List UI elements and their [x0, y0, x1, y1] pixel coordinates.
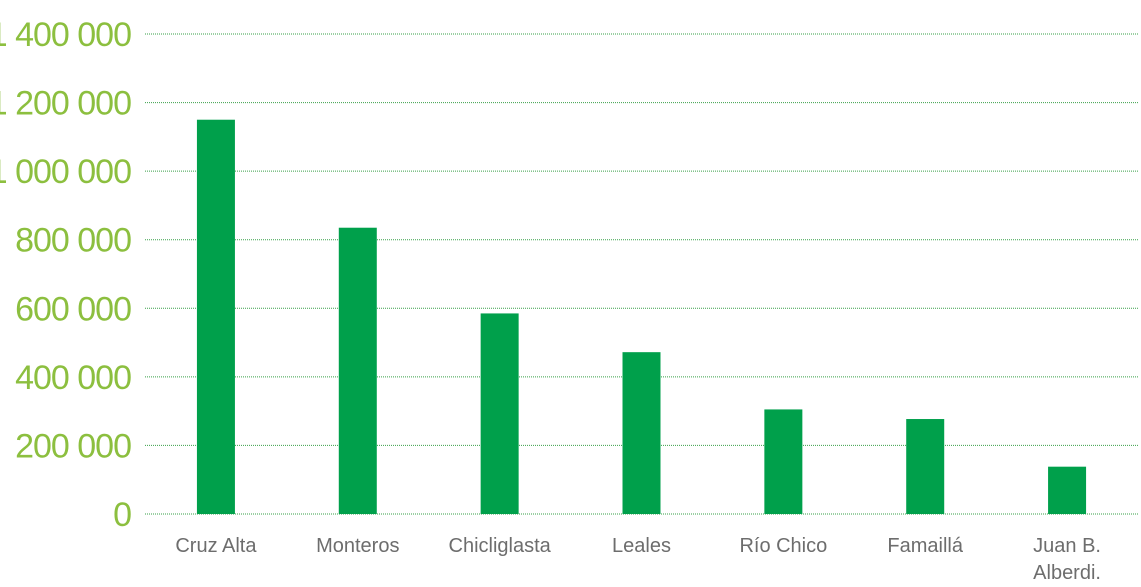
x-tick-label: Cruz Alta: [175, 535, 257, 557]
y-axis-tick-labels: 0 200 000 400 000 600 000 800 000 1 000 000 1 …: [0, 16, 132, 534]
y-tick-label: 800 000: [15, 222, 131, 260]
bar: [480, 313, 519, 514]
bar: [764, 409, 803, 514]
bars: [196, 119, 1087, 514]
x-tick-label: Juan B. Alberdi.: [1033, 535, 1101, 584]
y-tick-label: 1 400 000: [0, 16, 131, 54]
bar: [338, 227, 377, 514]
x-tick-label: Chicliglasta: [449, 535, 552, 557]
bar: [196, 119, 235, 514]
bar: [906, 419, 945, 514]
y-tick-label: 0: [113, 496, 131, 534]
y-tick-label: 1 000 000: [0, 153, 131, 191]
x-axis-tick-labels: Cruz Alta Monteros Chicliglasta Leales Río C…: [175, 535, 1101, 584]
y-tick-label: 600 000: [15, 290, 131, 328]
x-tick-label: Leales: [612, 535, 671, 557]
x-tick-label: Río Chico: [739, 535, 827, 557]
x-tick-label: Monteros: [316, 535, 399, 557]
bar: [1048, 466, 1087, 514]
y-tick-label: 200 000: [15, 427, 131, 465]
bar: [622, 352, 661, 514]
y-tick-label: 400 000: [15, 359, 131, 397]
x-tick-label: Famaillá: [887, 535, 963, 557]
y-tick-label: 1 200 000: [0, 85, 131, 123]
